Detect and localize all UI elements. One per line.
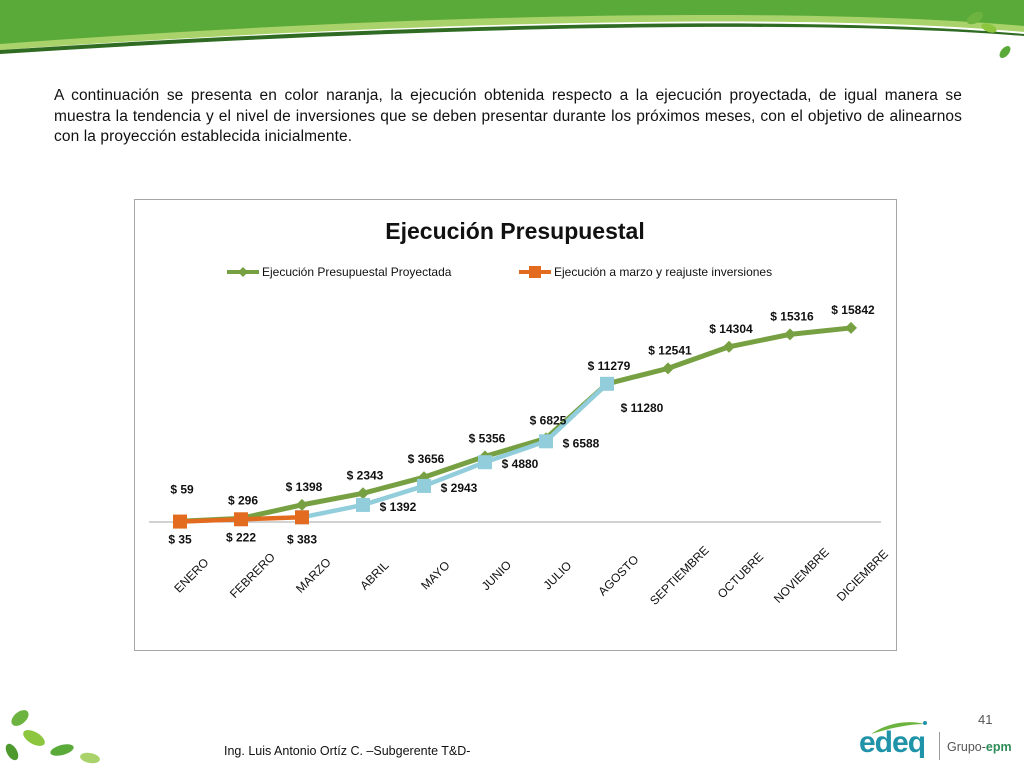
projected-point bbox=[296, 498, 308, 511]
projected-point bbox=[357, 487, 369, 500]
trend-point bbox=[539, 434, 553, 449]
footer-leaves-decoration bbox=[5, 710, 100, 764]
logo-group-brand: epm bbox=[985, 740, 1012, 754]
banner-light-stripe bbox=[0, 14, 1024, 50]
x-axis-tick-label: FEBRERO bbox=[227, 550, 278, 601]
plot-area: $ 59 $ 296 $ 1398 $ 2343 $ 3656 $ 5356 $ 6825 $… bbox=[168, 303, 891, 608]
logo-brand: edeq bbox=[859, 726, 926, 759]
x-axis-tick-label: MAYO bbox=[418, 558, 452, 592]
trend-data-label: $ 11280 bbox=[621, 401, 664, 415]
logo-group-label: Grupo- bbox=[947, 740, 986, 754]
projected-data-label: $ 15842 bbox=[831, 303, 875, 317]
actual-point bbox=[295, 510, 309, 525]
chart-title: Ejecución Presupuestal bbox=[385, 218, 644, 244]
leaf-icon bbox=[5, 710, 100, 764]
x-axis-tick-label: OCTUBRE bbox=[715, 550, 766, 601]
trend-point bbox=[417, 478, 431, 493]
trend-data-label: $ 2943 bbox=[441, 481, 478, 495]
leaf-icon bbox=[966, 11, 1011, 58]
projected-data-label: $ 11279 bbox=[588, 359, 631, 373]
projected-data-label: $ 12541 bbox=[648, 343, 692, 357]
projected-data-label: $ 14304 bbox=[709, 322, 753, 336]
banner-green-band bbox=[0, 0, 1024, 46]
legend-item-actual: Ejecución a marzo y reajuste inversiones bbox=[519, 265, 772, 279]
x-axis-tick-label: MARZO bbox=[293, 555, 334, 596]
legend-label-actual: Ejecución a marzo y reajuste inversiones bbox=[554, 265, 772, 279]
projected-point bbox=[662, 362, 674, 375]
x-axis-tick-label: AGOSTO bbox=[595, 552, 641, 598]
projected-data-label: $ 1398 bbox=[286, 480, 323, 494]
author-footer: Ing. Luis Antonio Ortíz C. –Subgerente T… bbox=[224, 744, 471, 758]
x-axis-tick-label: SEPTIEMBRE bbox=[647, 543, 712, 608]
actual-data-label: $ 222 bbox=[226, 530, 256, 544]
budget-execution-chart: Ejecución Presupuestal Ejecución Presupu… bbox=[149, 218, 891, 608]
projected-point bbox=[784, 328, 796, 341]
projected-series-line bbox=[177, 325, 854, 524]
projected-point bbox=[845, 321, 857, 334]
projected-data-label: $ 2343 bbox=[347, 468, 384, 482]
actual-point bbox=[173, 514, 187, 529]
legend-label-projected: Ejecución Presupuestal Proyectada bbox=[262, 265, 452, 279]
x-axis-tick-label: JUNIO bbox=[479, 558, 514, 593]
projected-data-label: $ 15316 bbox=[770, 309, 814, 323]
trend-point bbox=[600, 376, 614, 391]
intro-paragraph: A continuación se presenta en color nara… bbox=[54, 87, 962, 145]
projected-data-label: $ 6825 bbox=[530, 413, 567, 427]
x-axis-tick-label: JULIO bbox=[540, 558, 574, 592]
logo-group-text: Grupo-epm bbox=[947, 740, 1012, 754]
banner-dark-stripe bbox=[0, 23, 1024, 54]
projected-data-label: $ 5356 bbox=[469, 431, 506, 445]
chart-container: Ejecución Presupuestal Ejecución Presupu… bbox=[134, 199, 897, 651]
trend-point bbox=[478, 455, 492, 470]
projected-point bbox=[723, 340, 735, 353]
chart-legend: Ejecución Presupuestal Proyectada Ejecuc… bbox=[227, 265, 772, 279]
trend-data-label: $ 1392 bbox=[380, 500, 417, 514]
trend-series-line bbox=[299, 381, 610, 520]
header-banner bbox=[0, 0, 1024, 58]
logo-swoosh-icon bbox=[871, 721, 927, 734]
x-axis-tick-label: NOVIEMBRE bbox=[771, 545, 832, 606]
projected-data-label: $ 3656 bbox=[408, 452, 445, 466]
legend-item-projected: Ejecución Presupuestal Proyectada bbox=[227, 265, 452, 279]
x-axis-tick-label: DICIEMBRE bbox=[834, 547, 891, 604]
trend-point bbox=[356, 497, 370, 512]
trend-data-label: $ 4880 bbox=[502, 457, 539, 471]
trend-data-label: $ 6588 bbox=[563, 436, 600, 450]
projected-data-label: $ 296 bbox=[228, 493, 258, 507]
x-axis-tick-label: ABRIL bbox=[357, 558, 392, 593]
page-number: 41 bbox=[978, 712, 993, 727]
actual-point bbox=[234, 512, 248, 527]
projected-data-label: $ 59 bbox=[170, 482, 194, 496]
actual-data-label: $ 383 bbox=[287, 532, 317, 546]
actual-data-label: $ 35 bbox=[168, 533, 192, 547]
logo-divider bbox=[939, 732, 940, 760]
x-axis-tick-label: ENERO bbox=[171, 555, 211, 595]
edeq-logo: edeq Grupo-epm bbox=[855, 718, 1024, 768]
